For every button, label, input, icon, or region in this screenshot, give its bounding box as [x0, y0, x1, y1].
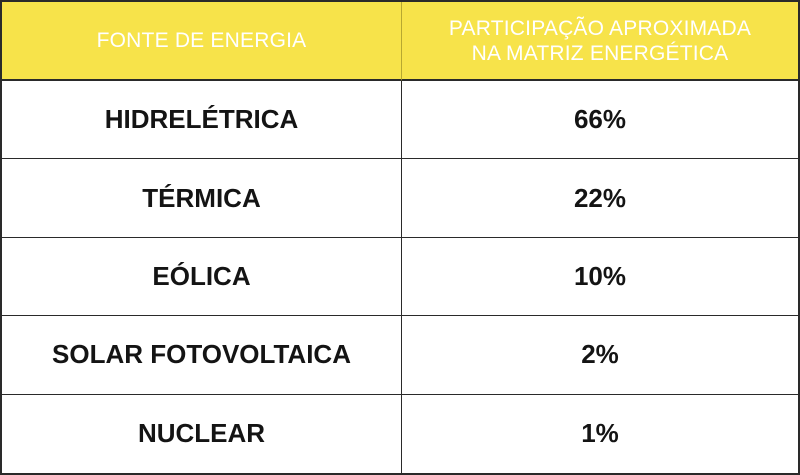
- share-value: 66%: [573, 104, 627, 135]
- table-row-source: NUCLEAR: [2, 394, 402, 473]
- table-row-share: 22%: [402, 159, 798, 238]
- table-row-share: 66%: [402, 81, 798, 160]
- header-energy-source: FONTE DE ENERGIA: [2, 2, 402, 81]
- table-row-source: TÉRMICA: [2, 159, 402, 238]
- table-row-source: HIDRELÉTRICA: [2, 81, 402, 160]
- source-label: EÓLICA: [152, 260, 251, 291]
- share-value: 1%: [581, 418, 619, 449]
- source-label: TÉRMICA: [142, 182, 261, 213]
- table-row-share: 2%: [402, 316, 798, 395]
- table-row-source: EÓLICA: [2, 237, 402, 317]
- share-value: 22%: [573, 182, 627, 213]
- source-label: HIDRELÉTRICA: [104, 104, 299, 135]
- source-label: SOLAR FOTOVOLTAICA: [52, 339, 351, 370]
- source-label: NUCLEAR: [137, 418, 266, 449]
- share-value: 10%: [573, 260, 627, 291]
- header-energy-share-label: PARTICIPAÇÃO APROXIMADA NA MATRIZ ENERGÉ…: [448, 16, 752, 65]
- header-energy-share: PARTICIPAÇÃO APROXIMADA NA MATRIZ ENERGÉ…: [402, 2, 798, 81]
- table-row-source: SOLAR FOTOVOLTAICA: [2, 316, 402, 395]
- header-energy-source-label: FONTE DE ENERGIA: [96, 29, 307, 52]
- share-value: 2%: [581, 339, 619, 370]
- table-row-share: 1%: [402, 394, 798, 473]
- table-row-share: 10%: [402, 237, 798, 317]
